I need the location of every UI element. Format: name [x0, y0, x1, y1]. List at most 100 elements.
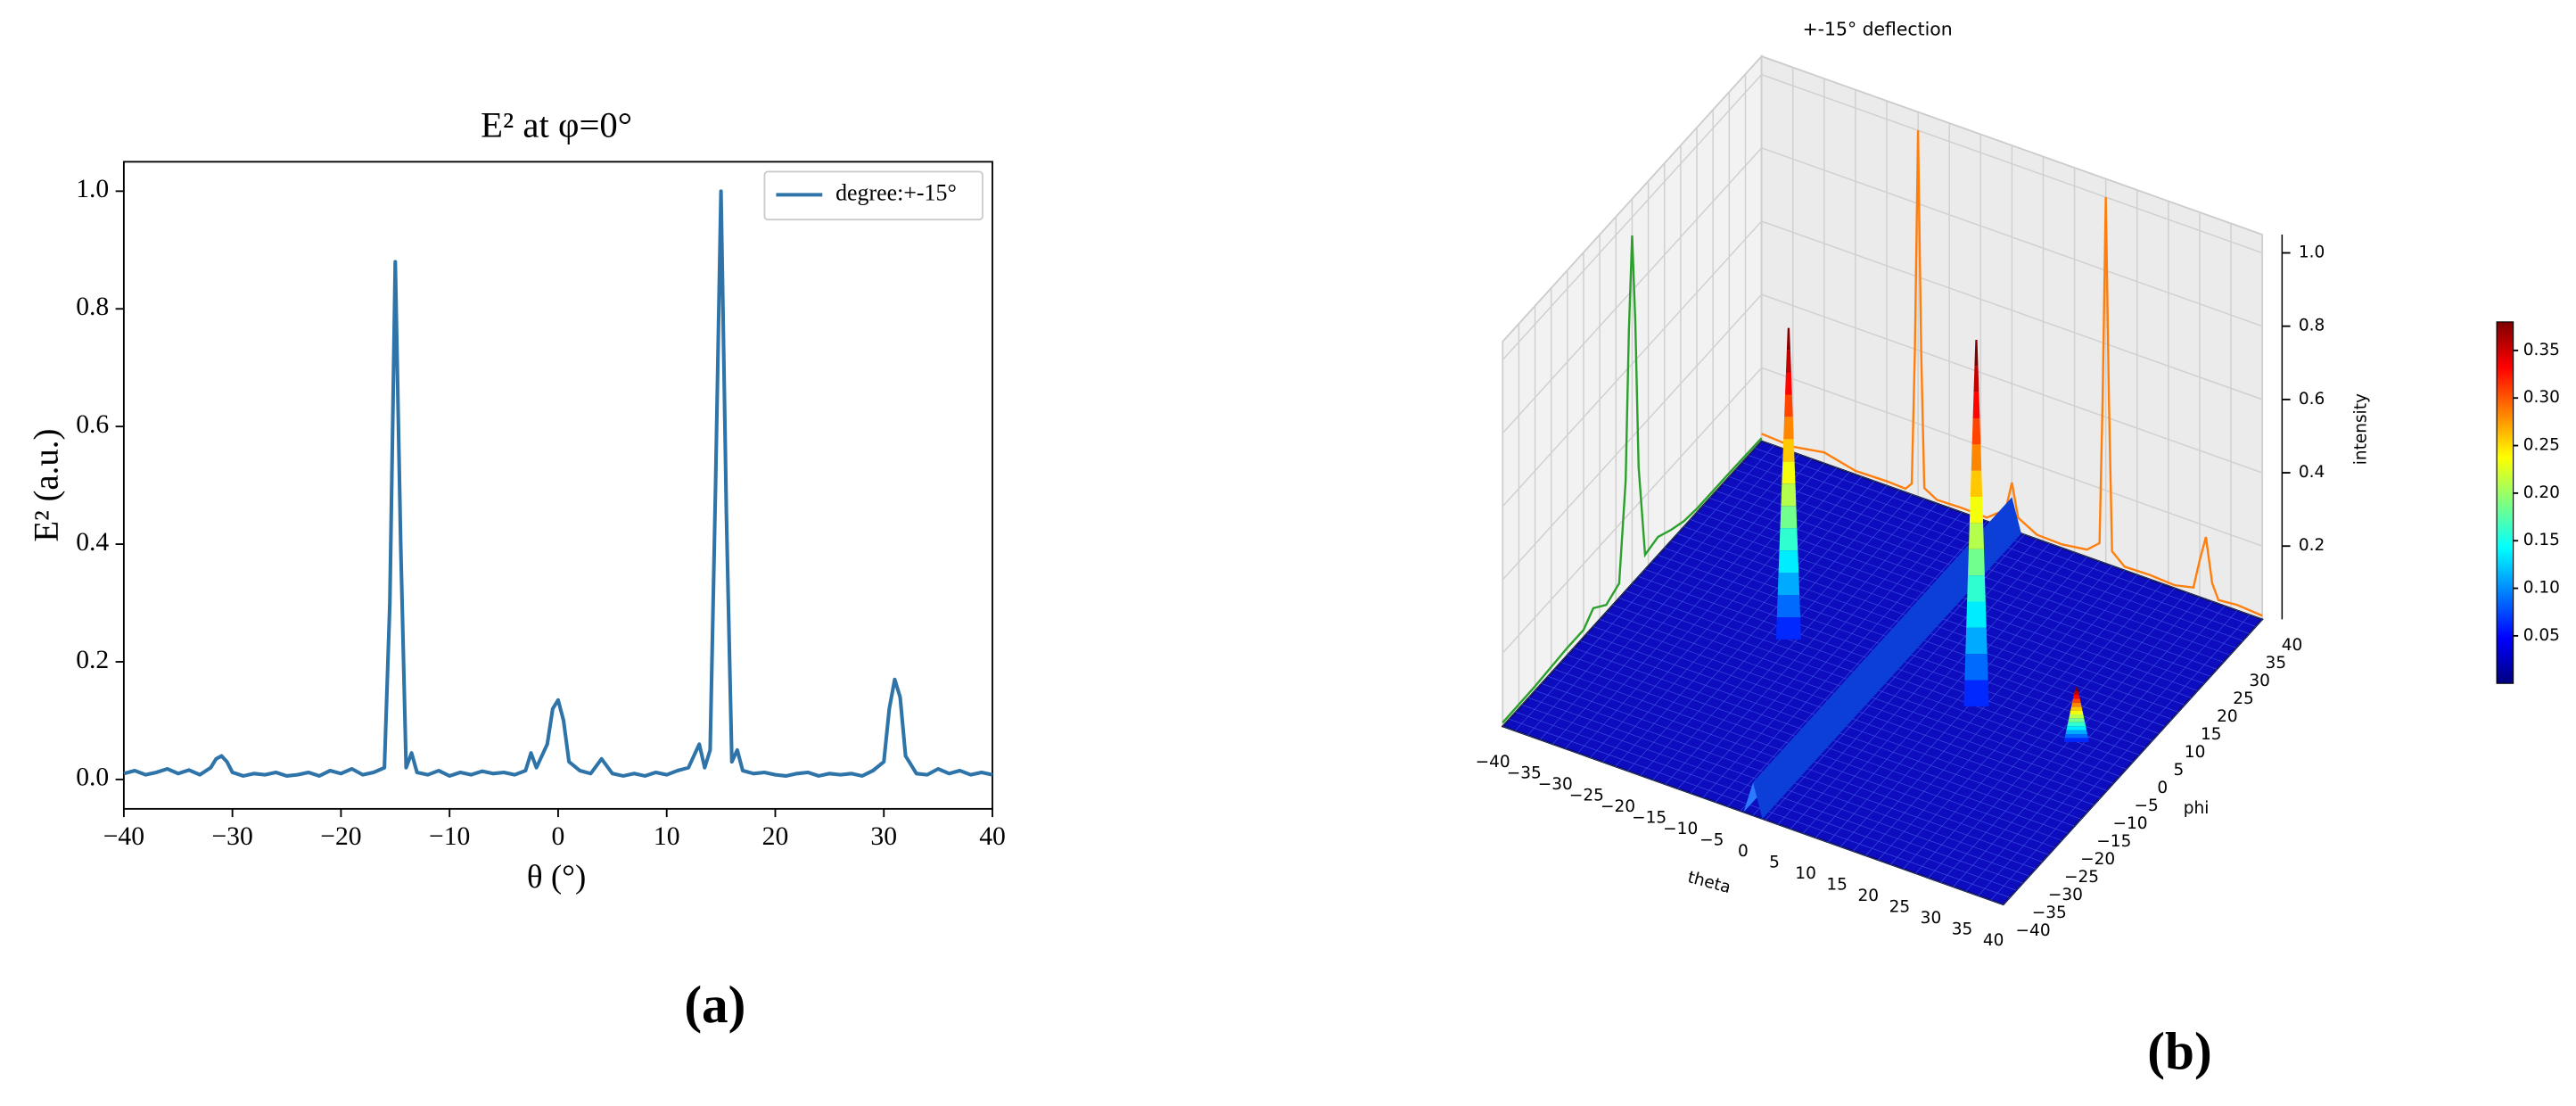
- caption: (b): [2147, 1021, 2211, 1080]
- x-tick-label: 10: [654, 822, 680, 851]
- peak-segment: [1775, 616, 1801, 640]
- peak-segment: [1972, 392, 1980, 419]
- peak-segment: [2068, 718, 2086, 722]
- x-axis-label: theta: [1686, 868, 1733, 897]
- y-tick-label: −35: [2032, 904, 2067, 922]
- peak-segment: [1782, 461, 1796, 484]
- peak-segment: [1973, 366, 1979, 392]
- peak-segment: [2071, 702, 2082, 707]
- peak-segment: [2067, 722, 2086, 727]
- x-tick-label: 0: [1738, 842, 1749, 861]
- mesh-line: [1915, 588, 2176, 874]
- peak-segment: [2073, 690, 2079, 695]
- mesh-line: [1853, 565, 2112, 852]
- mesh-line: [1890, 579, 2151, 865]
- peak-segment: [2066, 726, 2087, 730]
- y-tick-label: 5: [2174, 761, 2185, 780]
- peak-segment: [1786, 327, 1790, 351]
- colorbar-tick-label: 0.25: [2523, 436, 2560, 455]
- y-axis-label: E² (a.u.): [27, 429, 65, 542]
- peak-segment: [1782, 439, 1795, 462]
- mesh-line: [1978, 610, 2238, 896]
- chart-title: +-15° deflection: [1803, 18, 1953, 39]
- x-tick-label: 40: [979, 822, 1006, 851]
- grid-line: [1502, 73, 2263, 360]
- y-tick-label: −40: [2016, 921, 2051, 940]
- x-tick-label: 25: [1889, 897, 1911, 916]
- peak-segment: [1971, 418, 1981, 445]
- y-tick-label: 0.2: [76, 646, 109, 674]
- mesh-line: [1777, 539, 2037, 825]
- peak-segment: [1968, 523, 1984, 549]
- x-tick-label: −15: [1632, 809, 1667, 828]
- surface-ridge: [1743, 497, 2021, 820]
- y-tick-label: −25: [2064, 868, 2099, 887]
- x-tick-label: −40: [1476, 753, 1510, 772]
- x-tick-label: 30: [870, 822, 897, 851]
- side-wall-profile: [1502, 235, 1763, 724]
- peak-segment: [2064, 734, 2088, 739]
- y-tick-label: −5: [2134, 796, 2158, 815]
- peak-segment: [1968, 549, 1985, 576]
- peak-segment: [1964, 654, 1988, 681]
- x-tick-label: 20: [762, 822, 789, 851]
- grid-line: [1502, 367, 2263, 654]
- mesh-line: [1903, 583, 2163, 870]
- y-axis-label: phi: [2184, 799, 2210, 818]
- legend-label: degree:+-15°: [835, 179, 957, 205]
- peak-segment: [1784, 394, 1793, 417]
- x-tick-label: −40: [103, 822, 144, 851]
- peak-segment: [1778, 550, 1799, 574]
- peak-segment: [1779, 528, 1798, 551]
- peak-segment: [2074, 687, 2078, 691]
- x-tick-label: −25: [1569, 787, 1604, 805]
- peak-segment: [1776, 594, 1801, 617]
- y-tick-label: 0.6: [76, 410, 109, 439]
- x-tick-label: 0: [552, 822, 565, 851]
- grid-line: [1502, 220, 2263, 508]
- y-tick-label: 15: [2201, 725, 2222, 744]
- mesh-line: [1928, 592, 2188, 879]
- x-tick-label: −5: [1700, 830, 1724, 849]
- x-tick-label: −30: [211, 822, 252, 851]
- colorbar-tick-label: 0.15: [2523, 531, 2560, 549]
- back-wall-profile: [1761, 130, 2263, 617]
- peak-segment: [1783, 417, 1794, 440]
- z-tick-label: 1.0: [2299, 243, 2325, 262]
- y-tick-label: 0.8: [76, 293, 109, 321]
- peak-segment: [2070, 706, 2083, 711]
- z-tick-label: 0.4: [2299, 463, 2325, 482]
- colorbar-tick-label: 0.10: [2523, 579, 2560, 598]
- y-tick-label: −20: [2080, 850, 2115, 869]
- x-tick-label: 40: [1983, 931, 2004, 950]
- peak-segment: [2069, 714, 2085, 719]
- y-tick-label: −30: [2048, 886, 2083, 904]
- peak-segment: [1780, 506, 1798, 529]
- x-tick-label: −35: [1507, 764, 1542, 783]
- surface-peak: [1775, 327, 1801, 640]
- x-tick-label: −20: [320, 822, 361, 851]
- peak-segment: [2072, 694, 2080, 699]
- mesh-line: [1802, 548, 2062, 834]
- y-tick-label: 20: [2217, 707, 2238, 726]
- peak-segment: [1971, 444, 1982, 471]
- peak-segment: [1967, 575, 1986, 602]
- peak-segment: [2063, 738, 2089, 742]
- mesh-line: [1815, 552, 2075, 838]
- peak-segment: [1965, 627, 1988, 655]
- y-tick-label: 30: [2249, 672, 2270, 690]
- y-tick-label: 0.0: [76, 763, 109, 792]
- x-tick-label: 5: [1769, 853, 1780, 871]
- colorbar-tick-label: 0.30: [2523, 388, 2560, 407]
- peak-segment: [1963, 680, 1989, 706]
- y-tick-label: 0: [2157, 779, 2168, 797]
- grid-line: [1502, 146, 2263, 434]
- mesh-line: [1990, 615, 2251, 901]
- peak-segment: [1781, 483, 1797, 507]
- peak-segment: [1785, 350, 1791, 373]
- chart-title: E² at φ=0°: [481, 105, 632, 145]
- y-tick-label: 0.4: [76, 528, 109, 557]
- mesh-line: [2003, 619, 2263, 905]
- y-tick-label: −10: [2112, 814, 2147, 833]
